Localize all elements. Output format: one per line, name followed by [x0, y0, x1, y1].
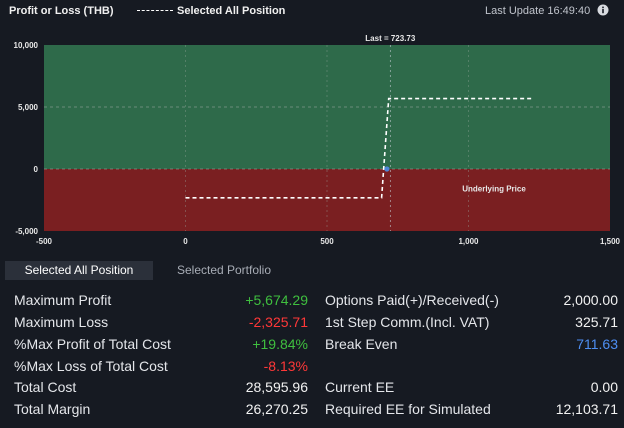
y-tick-label: 10,000 [14, 41, 39, 50]
current-ee-value: 0.00 [590, 379, 618, 395]
tab-bar: Selected All Position Selected Portfolio [0, 260, 624, 282]
x-tick-label: 1,500 [600, 237, 621, 246]
underlying-price-label: Underlying Price [462, 184, 526, 193]
total-margin-label: Total Margin [14, 401, 91, 417]
legend-label: Selected All Position [177, 5, 286, 17]
tab-selected-all-position[interactable]: Selected All Position [5, 261, 153, 280]
y-tick-label: -5,000 [15, 227, 38, 236]
last-price-label: Last = 723.73 [365, 34, 416, 43]
x-tick-label: 1,000 [458, 237, 479, 246]
maximum-loss-value: -2,325.71 [248, 314, 308, 330]
maximum-loss-label: Maximum Loss [14, 314, 109, 330]
total-margin-value: 26,270.25 [245, 401, 308, 417]
x-tick-label: 0 [183, 237, 188, 246]
options-paid-label: Options Paid(+)/Received(-) [325, 292, 499, 308]
break-even-value: 711.63 [576, 336, 618, 352]
total-cost-value: 28,595.96 [245, 379, 308, 395]
break-even-marker [384, 166, 390, 172]
chart-legend[interactable]: Selected All Position [137, 5, 285, 17]
max-loss-pct-value: -8.13% [263, 358, 308, 374]
pnl-chart: Last = 723.73 Underlying Price 10,000 5,000… [14, 34, 621, 246]
options-paid-value: 2,000.00 [563, 292, 619, 308]
x-tick-label: 500 [320, 237, 334, 246]
y-tick-label: 0 [34, 165, 39, 174]
total-cost-label: Total Cost [14, 379, 77, 395]
maximum-profit-value: +5,674.29 [245, 292, 308, 308]
max-loss-pct-label: %Max Loss of Total Cost [14, 358, 168, 374]
chart-title: Profit or Loss (THB) [9, 5, 114, 17]
dashed-line-legend-icon [137, 9, 173, 11]
x-tick-label: -500 [36, 237, 53, 246]
y-tick-label: 5,000 [18, 103, 39, 112]
max-profit-pct-label: %Max Profit of Total Cost [14, 336, 171, 352]
first-step-comm-value: 325.71 [575, 314, 618, 330]
tab-selected-portfolio[interactable]: Selected Portfolio [176, 263, 272, 277]
last-update-text: Last Update 16:49:40 [485, 5, 591, 17]
required-ee-value: 12,103.71 [555, 401, 618, 417]
required-ee-label: Required EE for Simulated [325, 401, 491, 417]
info-icon[interactable] [597, 4, 609, 16]
maximum-profit-label: Maximum Profit [14, 292, 112, 308]
max-profit-pct-value: +19.84% [252, 336, 308, 352]
payoff-series-line [185, 97, 534, 199]
chart-header: Profit or Loss (THB) Selected All Positi… [0, 0, 624, 24]
first-step-comm-label: 1st Step Comm.(Incl. VAT) [325, 314, 490, 330]
break-even-label: Break Even [325, 336, 398, 352]
current-ee-label: Current EE [325, 379, 395, 395]
